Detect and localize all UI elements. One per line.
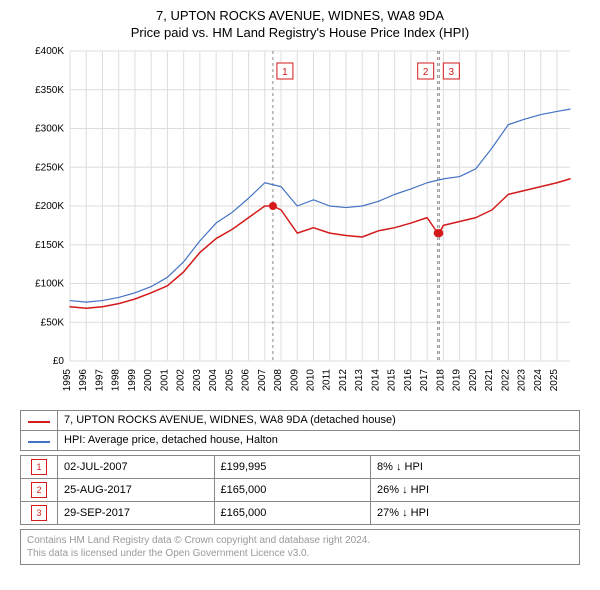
legend-label-1: 7, UPTON ROCKS AVENUE, WIDNES, WA8 9DA (… (58, 410, 580, 430)
svg-text:1996: 1996 (78, 368, 89, 391)
svg-text:2021: 2021 (484, 368, 495, 391)
legend-swatch-2 (28, 441, 50, 443)
svg-text:1999: 1999 (127, 368, 138, 391)
svg-text:2004: 2004 (208, 368, 219, 391)
svg-text:£200K: £200K (35, 201, 64, 212)
svg-text:2005: 2005 (224, 368, 235, 391)
page-title: 7, UPTON ROCKS AVENUE, WIDNES, WA8 9DA (8, 8, 592, 25)
svg-text:£250K: £250K (35, 162, 64, 173)
svg-text:2: 2 (423, 67, 429, 78)
legend-box: 7, UPTON ROCKS AVENUE, WIDNES, WA8 9DA (… (20, 410, 580, 451)
sale-number-swatch: 2 (31, 482, 47, 498)
svg-text:£0: £0 (53, 356, 65, 367)
svg-text:1: 1 (282, 67, 288, 78)
svg-text:£150K: £150K (35, 240, 64, 251)
svg-text:£350K: £350K (35, 85, 64, 96)
svg-text:2023: 2023 (517, 368, 528, 391)
svg-text:2003: 2003 (192, 368, 203, 391)
sale-date: 02-JUL-2007 (58, 456, 215, 479)
sale-delta: 8% ↓ HPI (371, 456, 580, 479)
footer-line-2: This data is licensed under the Open Gov… (27, 547, 573, 560)
sale-price: £165,000 (214, 502, 371, 525)
svg-text:2017: 2017 (419, 368, 430, 391)
sale-delta: 27% ↓ HPI (371, 502, 580, 525)
svg-text:£50K: £50K (41, 317, 65, 328)
sale-row: 3 29-SEP-2017£165,00027% ↓ HPI (21, 502, 580, 525)
sale-number-swatch: 3 (31, 505, 47, 521)
sale-number-swatch: 1 (31, 459, 47, 475)
sales-table: 1 02-JUL-2007£199,9958% ↓ HPI 2 25-AUG-2017… (20, 455, 580, 525)
svg-text:2020: 2020 (468, 368, 479, 391)
legend-swatch-1 (28, 421, 50, 423)
svg-text:2009: 2009 (289, 368, 300, 391)
sale-date: 25-AUG-2017 (58, 479, 215, 502)
svg-text:2025: 2025 (549, 368, 560, 391)
svg-text:3: 3 (449, 67, 455, 78)
svg-text:£300K: £300K (35, 123, 64, 134)
sale-delta: 26% ↓ HPI (371, 479, 580, 502)
page-subtitle: Price paid vs. HM Land Registry's House … (8, 25, 592, 40)
svg-text:£400K: £400K (35, 46, 64, 57)
svg-text:2007: 2007 (257, 368, 268, 391)
footer-box: Contains HM Land Registry data © Crown c… (20, 529, 580, 565)
svg-text:2012: 2012 (338, 368, 349, 391)
svg-text:2015: 2015 (387, 368, 398, 391)
svg-text:2019: 2019 (452, 368, 463, 391)
svg-text:1995: 1995 (62, 368, 73, 391)
svg-text:2000: 2000 (143, 368, 154, 391)
svg-text:2018: 2018 (435, 368, 446, 391)
svg-text:2011: 2011 (322, 368, 333, 390)
sale-date: 29-SEP-2017 (58, 502, 215, 525)
svg-text:£100K: £100K (35, 278, 64, 289)
svg-text:2002: 2002 (176, 368, 187, 391)
svg-text:2008: 2008 (273, 368, 284, 391)
sale-row: 2 25-AUG-2017£165,00026% ↓ HPI (21, 479, 580, 502)
sale-price: £199,995 (214, 456, 371, 479)
svg-text:2016: 2016 (403, 368, 414, 391)
svg-text:2014: 2014 (370, 368, 381, 391)
svg-text:2001: 2001 (159, 368, 170, 391)
sale-row: 1 02-JUL-2007£199,9958% ↓ HPI (21, 456, 580, 479)
svg-text:1998: 1998 (111, 368, 122, 391)
legend-label-2: HPI: Average price, detached house, Halt… (58, 431, 580, 451)
footer-line-1: Contains HM Land Registry data © Crown c… (27, 534, 573, 547)
svg-text:1997: 1997 (94, 368, 105, 391)
svg-text:2006: 2006 (241, 368, 252, 391)
svg-text:2010: 2010 (306, 368, 317, 391)
price-chart: £0 £50K £100K £150K £200K £250K £300K £350K £400… (20, 46, 580, 406)
svg-text:2022: 2022 (500, 368, 511, 391)
svg-text:2024: 2024 (533, 368, 544, 391)
sale-price: £165,000 (214, 479, 371, 502)
svg-text:2013: 2013 (354, 368, 365, 391)
